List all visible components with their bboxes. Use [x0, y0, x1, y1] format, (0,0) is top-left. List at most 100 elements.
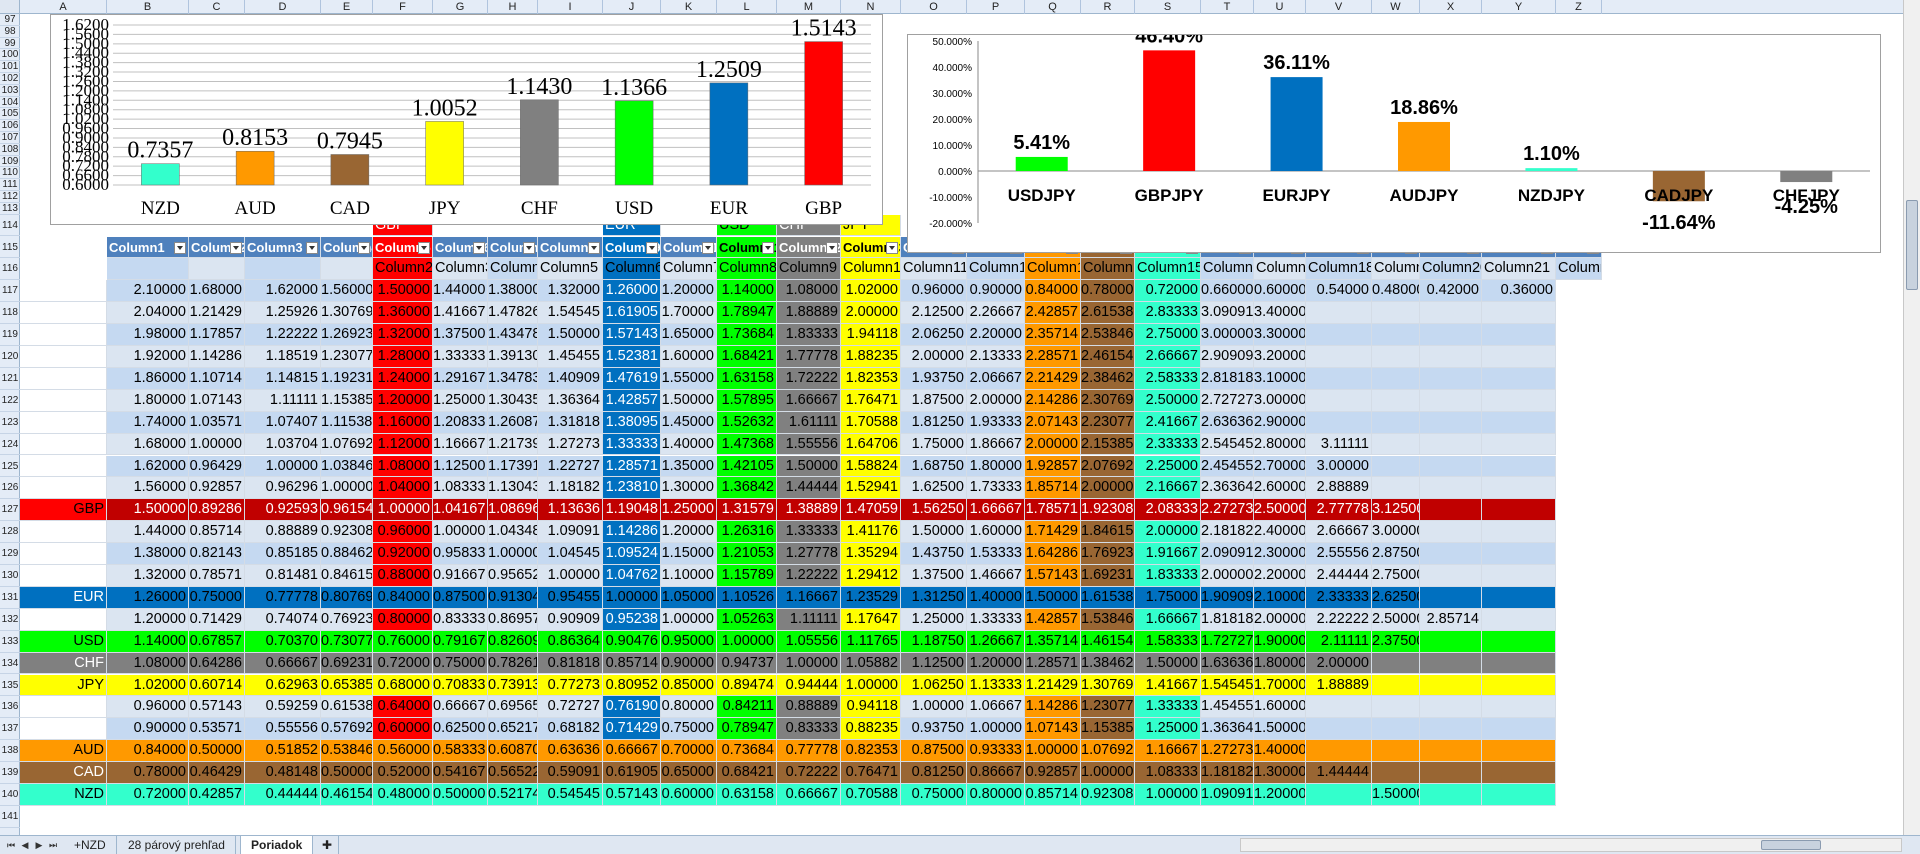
data-cell[interactable]: 0.66667 [433, 696, 488, 719]
data-cell[interactable]: 1.13043 [488, 477, 538, 500]
data-cell[interactable]: 0.65217 [488, 718, 538, 741]
col-header-v[interactable]: V [1306, 0, 1372, 14]
data-cell[interactable]: 1.35000 [661, 455, 717, 478]
col-header-t[interactable]: T [1201, 0, 1254, 14]
data-cell[interactable] [1372, 477, 1420, 500]
data-cell[interactable]: 1.35294 [841, 543, 901, 565]
data-cell[interactable]: 0.66667 [603, 740, 661, 763]
row-header-99[interactable]: 99 [0, 38, 20, 50]
data-cell[interactable]: 1.45455 [1201, 696, 1254, 719]
col-header-w[interactable]: W [1372, 0, 1420, 14]
data-cell[interactable]: 1.47368 [717, 433, 777, 456]
subheader-cell[interactable]: Column3 [433, 258, 488, 281]
data-cell[interactable] [1420, 302, 1482, 325]
data-cell[interactable]: 2.81818 [1201, 367, 1254, 390]
data-cell[interactable]: 2.25000 [1135, 455, 1201, 478]
data-cell[interactable] [1482, 696, 1556, 719]
data-cell[interactable] [1482, 389, 1556, 412]
data-cell[interactable]: 0.58333 [433, 740, 488, 763]
data-cell[interactable]: 1.11111 [777, 608, 841, 631]
data-cell[interactable]: 0.92000 [373, 543, 433, 565]
table-header-13[interactable]: Column13 [841, 236, 901, 259]
data-cell[interactable]: 1.15385 [1081, 718, 1135, 741]
row-header-134[interactable]: 134 [0, 653, 20, 675]
data-cell[interactable]: 1.40000 [967, 586, 1025, 609]
data-cell[interactable]: 1.17391 [488, 455, 538, 478]
subheader-cell[interactable] [245, 258, 321, 281]
row-label-cell[interactable] [20, 389, 107, 412]
last-sheet-icon[interactable]: ⏭ [48, 840, 58, 850]
data-cell[interactable]: 1.50000 [661, 389, 717, 412]
data-cell[interactable]: 0.85000 [661, 674, 717, 697]
data-cell[interactable] [1372, 696, 1420, 719]
data-cell[interactable]: 1.07692 [321, 433, 373, 456]
data-cell[interactable]: 0.57692 [321, 718, 373, 741]
data-cell[interactable]: 0.88235 [841, 718, 901, 741]
data-cell[interactable]: 0.71429 [603, 718, 661, 741]
data-cell[interactable]: 1.87500 [901, 389, 967, 412]
data-cell[interactable]: 0.84000 [1025, 280, 1081, 303]
data-cell[interactable]: 2.07692 [1081, 455, 1135, 478]
data-cell[interactable]: 1.80000 [107, 389, 189, 412]
data-cell[interactable]: 1.69231 [1081, 565, 1135, 587]
row-label-cell[interactable] [20, 543, 107, 565]
filter-dropdown-icon[interactable] [588, 241, 600, 254]
data-cell[interactable]: 2.66667 [1306, 521, 1372, 544]
data-cell[interactable]: 1.33333 [603, 433, 661, 456]
data-cell[interactable] [1482, 565, 1556, 587]
data-cell[interactable]: 0.74074 [245, 608, 321, 631]
data-cell[interactable]: 1.83333 [777, 324, 841, 346]
data-cell[interactable]: 1.66667 [967, 499, 1025, 522]
data-cell[interactable]: 0.54545 [538, 784, 603, 806]
data-cell[interactable]: 0.92593 [245, 499, 321, 522]
data-cell[interactable]: 0.96429 [189, 455, 245, 478]
data-cell[interactable] [1482, 586, 1556, 609]
data-cell[interactable] [1482, 455, 1556, 478]
data-cell[interactable] [1420, 521, 1482, 544]
data-cell[interactable]: 0.62500 [433, 718, 488, 741]
data-cell[interactable]: 0.67857 [189, 630, 245, 653]
data-cell[interactable]: 0.95652 [488, 565, 538, 587]
data-cell[interactable]: 1.18182 [538, 477, 603, 500]
data-cell[interactable]: 1.94118 [841, 324, 901, 346]
data-cell[interactable]: 2.61538 [1081, 302, 1135, 325]
data-cell[interactable]: 1.63158 [717, 367, 777, 390]
data-cell[interactable]: 0.94444 [777, 674, 841, 697]
data-cell[interactable]: 1.50000 [538, 324, 603, 346]
row-header-107[interactable]: 107 [0, 132, 20, 144]
row-header-122[interactable]: 122 [0, 390, 20, 412]
data-cell[interactable]: 0.54000 [1306, 280, 1372, 303]
subheader-cell[interactable]: Column2 [373, 258, 433, 281]
data-cell[interactable]: 1.60000 [1254, 696, 1306, 719]
data-cell[interactable]: 0.61905 [603, 762, 661, 784]
data-cell[interactable] [1306, 389, 1372, 412]
subheader-cell[interactable]: Column13 [1025, 258, 1081, 281]
data-cell[interactable]: 1.38000 [488, 280, 538, 303]
row-header-117[interactable]: 117 [0, 280, 20, 303]
data-cell[interactable]: 1.08000 [373, 455, 433, 478]
data-cell[interactable]: 1.13636 [538, 499, 603, 522]
data-cell[interactable]: 0.86364 [538, 630, 603, 653]
table-header-1[interactable]: Column1 [107, 236, 189, 259]
data-cell[interactable]: 0.85714 [603, 652, 661, 675]
data-cell[interactable]: 0.88889 [777, 696, 841, 719]
subheader-cell[interactable] [107, 258, 189, 281]
data-cell[interactable]: 0.78000 [107, 762, 189, 784]
horizontal-scrollbar[interactable] [1240, 838, 1902, 852]
data-cell[interactable]: 2.54545 [1201, 433, 1254, 456]
col-header-r[interactable]: R [1081, 0, 1135, 14]
data-cell[interactable]: 1.30769 [1081, 674, 1135, 697]
col-header-i[interactable]: I [538, 0, 603, 14]
row-header-115[interactable]: 115 [0, 237, 20, 259]
data-cell[interactable]: 1.88889 [777, 302, 841, 325]
data-cell[interactable]: 2.46154 [1081, 346, 1135, 368]
col-header-z[interactable]: Z [1556, 0, 1602, 14]
data-cell[interactable]: 0.77778 [245, 586, 321, 609]
data-cell[interactable]: 1.80000 [1254, 652, 1306, 675]
data-cell[interactable]: 1.07407 [245, 411, 321, 434]
data-cell[interactable]: 2.40000 [1254, 521, 1306, 544]
col-header-p[interactable]: P [967, 0, 1025, 14]
data-cell[interactable]: 1.62500 [901, 477, 967, 500]
data-cell[interactable]: 1.12500 [433, 455, 488, 478]
data-cell[interactable]: 0.80000 [373, 608, 433, 631]
